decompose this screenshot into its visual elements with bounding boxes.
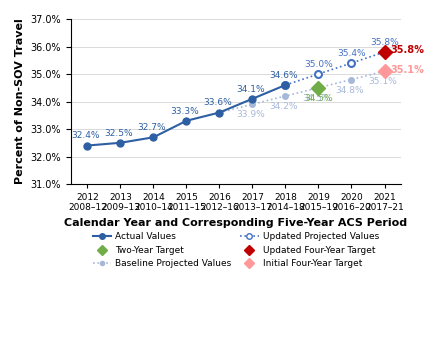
Text: 35.8%: 35.8% <box>389 45 424 55</box>
Y-axis label: Percent of Non-SOV Travel: Percent of Non-SOV Travel <box>15 19 25 184</box>
Text: 34.5%: 34.5% <box>304 94 332 103</box>
Text: 34.5%: 34.5% <box>302 94 330 103</box>
Text: 35.1%: 35.1% <box>367 77 396 86</box>
Legend: Actual Values, Two-Year Target, Baseline Projected Values, Updated Projected Val: Actual Values, Two-Year Target, Baseline… <box>89 229 382 272</box>
Text: 35.8%: 35.8% <box>369 38 398 47</box>
Text: 34.1%: 34.1% <box>236 84 265 94</box>
Text: 35.4%: 35.4% <box>336 49 365 58</box>
Text: 33.3%: 33.3% <box>170 107 199 116</box>
Text: 32.4%: 32.4% <box>71 131 100 140</box>
Text: 35.0%: 35.0% <box>304 60 332 69</box>
Text: 33.6%: 33.6% <box>203 98 232 107</box>
Text: 32.7%: 32.7% <box>137 123 166 132</box>
Text: 32.5%: 32.5% <box>104 129 133 137</box>
Text: 34.8%: 34.8% <box>335 86 364 95</box>
Text: 34.6%: 34.6% <box>269 71 297 80</box>
X-axis label: Calendar Year and Corresponding Five-Year ACS Period: Calendar Year and Corresponding Five-Yea… <box>64 218 406 228</box>
Text: 34.2%: 34.2% <box>269 102 297 111</box>
Text: 35.1%: 35.1% <box>389 65 423 75</box>
Text: 33.9%: 33.9% <box>236 110 265 119</box>
